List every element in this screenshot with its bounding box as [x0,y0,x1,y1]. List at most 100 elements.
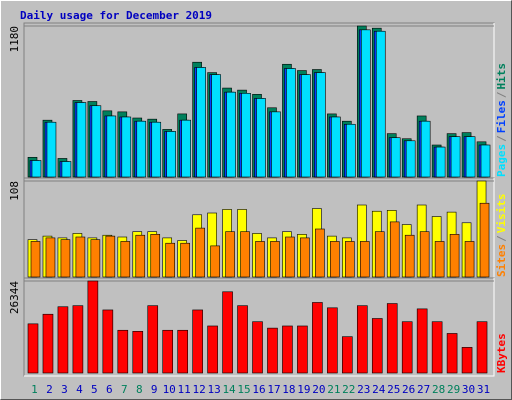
bar [389,221,400,278]
bar [435,146,446,178]
bar [374,231,385,278]
bar [241,93,251,178]
bevel [24,278,495,377]
bar [315,228,325,278]
legend: KBytes [495,333,508,373]
legend-entry: Sites [495,244,508,277]
bar [316,72,326,178]
bar [285,236,295,278]
bar [195,227,205,278]
legend-separator: / [495,135,508,142]
x-tick-label: 24 [372,383,386,396]
chart-title: Daily usage for December 2019 [20,9,212,22]
x-tick-label: 14 [222,383,236,396]
x-tick-label: 11 [178,383,191,396]
x-tick-label: 1 [31,383,38,396]
bar [90,239,101,278]
legend-entry: Pages [495,144,508,177]
bar [282,325,293,374]
bar [75,236,86,278]
bar [151,121,162,178]
x-tick-label: 16 [252,383,265,396]
bar [57,306,69,374]
x-tick-label: 15 [237,383,250,396]
bar [166,131,177,178]
bar [60,239,71,278]
bar [237,305,248,374]
bar [267,327,278,374]
bar [105,235,116,278]
bar [386,303,398,374]
x-tick-label: 4 [76,383,83,396]
legend-separator: / [495,91,508,98]
bar [150,234,161,278]
x-tick-label: 6 [106,383,113,396]
x-tick-label: 10 [163,383,176,396]
x-tick-label: 30 [462,383,475,396]
x-tick-label: 27 [417,383,430,396]
bar [300,237,310,278]
bar [225,231,235,278]
bar [390,137,401,178]
bar [132,331,144,374]
x-tick-label: 31 [477,383,490,396]
bar [162,329,174,374]
bar [120,241,131,278]
x-tick-label: 29 [447,383,460,396]
x-tick-label: 28 [432,383,445,396]
bar [465,136,476,178]
bar [106,115,117,178]
bar [222,291,233,374]
legend: Sites /Visits [495,194,508,278]
bar [271,111,281,178]
legend-entry: Files [495,100,508,133]
bar [375,30,386,178]
y-tick-label: 1180 [8,26,21,53]
bar [196,67,206,178]
x-tick-label: 26 [402,383,415,396]
legend-entry: KBytes [495,333,508,373]
bar [240,231,250,278]
x-tick-label: 18 [282,383,295,396]
bar [136,120,147,178]
x-tick-label: 8 [136,383,143,396]
bar [207,325,218,374]
bar [360,29,371,178]
bar [210,245,220,278]
bar [331,116,341,178]
bar [297,325,308,374]
bar [147,305,159,374]
x-tick-label: 19 [297,383,310,396]
bar [226,91,236,178]
bar [359,241,370,278]
x-tick-label: 22 [342,383,355,396]
bar [330,241,340,278]
x-tick-label: 3 [61,383,68,396]
bar [30,241,41,278]
bar [345,241,355,278]
bar [446,333,458,374]
bar [31,160,42,178]
y-tick-label: 26344 [8,281,21,314]
bar [327,307,338,374]
bar [46,121,57,178]
bar [404,234,415,278]
bar [45,237,56,278]
bar [177,329,188,374]
x-tick-label: 20 [312,383,325,396]
bar [431,321,443,374]
bar [91,105,102,178]
bar [301,74,311,178]
bar [461,347,473,374]
bar [42,313,54,374]
bar [117,329,129,374]
x-tick-label: 2 [46,383,53,396]
bar [416,308,428,374]
x-tick-label: 21 [327,383,340,396]
bar [450,136,461,178]
bar [76,102,87,178]
bar [286,68,296,178]
bar [401,321,413,374]
bar [464,241,475,278]
